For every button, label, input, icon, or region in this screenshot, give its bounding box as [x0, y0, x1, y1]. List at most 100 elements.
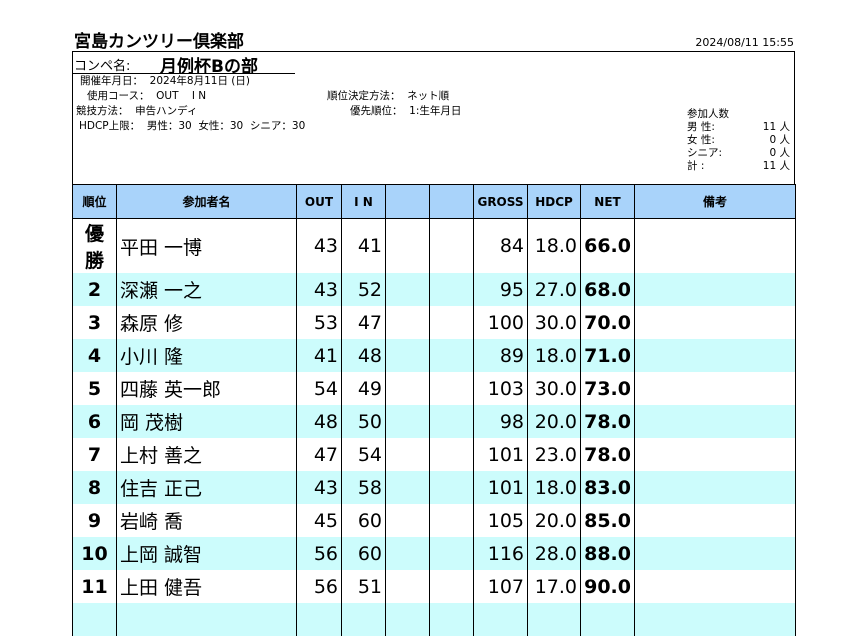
empty-cell	[429, 471, 474, 504]
gross-score-cell: 89	[473, 339, 528, 372]
table-row: 10 上岡 誠智 56 60 116 28.0 88.0	[72, 537, 796, 570]
net-score-cell: 85.0	[580, 504, 635, 537]
empty-cell	[429, 504, 474, 537]
empty-cell	[429, 218, 474, 273]
gross-score-cell: 107	[473, 570, 528, 603]
in-score-cell: 58	[341, 471, 386, 504]
in-score-cell: 41	[341, 218, 386, 273]
print-timestamp: 2024/08/11 15:55	[695, 36, 794, 49]
participant-count-label: 女 性:	[687, 134, 715, 146]
hdcp-cell: 30.0	[527, 372, 581, 405]
empty-cell	[385, 537, 430, 570]
empty-cell	[527, 603, 581, 636]
net-score-cell: 70.0	[580, 306, 635, 339]
column-header: NET	[580, 184, 635, 219]
hdcp-cell: 30.0	[527, 306, 581, 339]
remarks-cell	[634, 372, 796, 405]
participant-count-row: 女 性: 0 人	[687, 134, 790, 147]
player-name-cell: 小川 隆	[116, 339, 297, 372]
column-header: 参加者名	[116, 184, 297, 219]
event-date: 開催年月日： 2024年8月11日 (日)	[80, 75, 250, 87]
participant-count-row: 計 : 11 人	[687, 160, 790, 173]
player-name-cell: 上岡 誠智	[116, 537, 297, 570]
hdcp-cell: 27.0	[527, 273, 581, 306]
player-name-cell: 森原 修	[116, 306, 297, 339]
column-header: OUT	[296, 184, 342, 219]
participant-count-value: 11 人	[762, 121, 790, 133]
in-score-cell: 51	[341, 570, 386, 603]
competition-name: 月例杯Bの部	[160, 57, 258, 77]
player-name-cell: 住吉 正己	[116, 471, 297, 504]
empty-cell	[429, 306, 474, 339]
remarks-cell	[634, 438, 796, 471]
empty-cell	[385, 504, 430, 537]
out-score-cell: 53	[296, 306, 342, 339]
rank-cell: 2	[72, 273, 117, 306]
hdcp-cell: 18.0	[527, 339, 581, 372]
player-name-cell: 岩崎 喬	[116, 504, 297, 537]
rank-cell: 11	[72, 570, 117, 603]
table-row: 2 深瀬 一之 43 52 95 27.0 68.0	[72, 273, 796, 306]
remarks-cell	[634, 471, 796, 504]
rank-cell: 優勝	[72, 218, 117, 273]
empty-cell	[341, 603, 386, 636]
participant-count-label: 男 性:	[687, 121, 715, 133]
column-header: 備考	[634, 184, 796, 219]
empty-cell	[580, 603, 635, 636]
rank-cell: 3	[72, 306, 117, 339]
gross-score-cell: 103	[473, 372, 528, 405]
gross-score-cell: 116	[473, 537, 528, 570]
empty-cell	[429, 372, 474, 405]
rank-cell: 10	[72, 537, 117, 570]
ranking-method: 順位決定方法： ネット順	[327, 90, 450, 102]
gross-score-cell: 101	[473, 438, 528, 471]
empty-cell	[634, 603, 796, 636]
in-score-cell: 60	[341, 537, 386, 570]
hdcp-cell: 28.0	[527, 537, 581, 570]
participant-count-title: 参加人数	[687, 108, 729, 120]
competition-method: 競技方法： 申告ハンディ	[76, 105, 198, 117]
in-score-cell: 54	[341, 438, 386, 471]
net-score-cell: 90.0	[580, 570, 635, 603]
table-row: 3 森原 修 53 47 100 30.0 70.0	[72, 306, 796, 339]
hdcp-cell: 23.0	[527, 438, 581, 471]
column-header	[385, 184, 430, 219]
table-row: 8 住吉 正己 43 58 101 18.0 83.0	[72, 471, 796, 504]
gross-score-cell: 100	[473, 306, 528, 339]
remarks-cell	[634, 504, 796, 537]
header-rule	[72, 51, 795, 52]
table-row: 4 小川 隆 41 48 89 18.0 71.0	[72, 339, 796, 372]
column-header	[429, 184, 474, 219]
participant-count-row: シニア: 0 人	[687, 147, 790, 160]
empty-cell	[385, 405, 430, 438]
participant-count-label: シニア:	[687, 147, 723, 159]
rank-cell: 5	[72, 372, 117, 405]
player-name-cell: 岡 茂樹	[116, 405, 297, 438]
remarks-cell	[634, 273, 796, 306]
empty-cell	[429, 405, 474, 438]
remarks-cell	[634, 537, 796, 570]
in-score-cell: 60	[341, 504, 386, 537]
net-score-cell: 66.0	[580, 218, 635, 273]
out-score-cell: 48	[296, 405, 342, 438]
participant-count-value: 0 人	[769, 147, 790, 159]
participant-count-label: 計 :	[687, 160, 705, 172]
remarks-cell	[634, 306, 796, 339]
empty-cell	[429, 273, 474, 306]
hdcp-cell: 20.0	[527, 405, 581, 438]
column-header: HDCP	[527, 184, 581, 219]
empty-cell	[385, 273, 430, 306]
player-name-cell: 平田 一博	[116, 218, 297, 273]
table-row: 9 岩崎 喬 45 60 105 20.0 85.0	[72, 504, 796, 537]
empty-cell	[429, 537, 474, 570]
player-name-cell: 上田 健吾	[116, 570, 297, 603]
hdcp-limit: HDCP上限： 男性：30 女性：30 シニア：30	[79, 120, 306, 132]
empty-cell	[429, 438, 474, 471]
gross-score-cell: 95	[473, 273, 528, 306]
remarks-cell	[634, 218, 796, 273]
gross-score-cell: 101	[473, 471, 528, 504]
empty-cell	[385, 471, 430, 504]
table-row: 5 四藤 英一郎 54 49 103 30.0 73.0	[72, 372, 796, 405]
in-score-cell: 49	[341, 372, 386, 405]
